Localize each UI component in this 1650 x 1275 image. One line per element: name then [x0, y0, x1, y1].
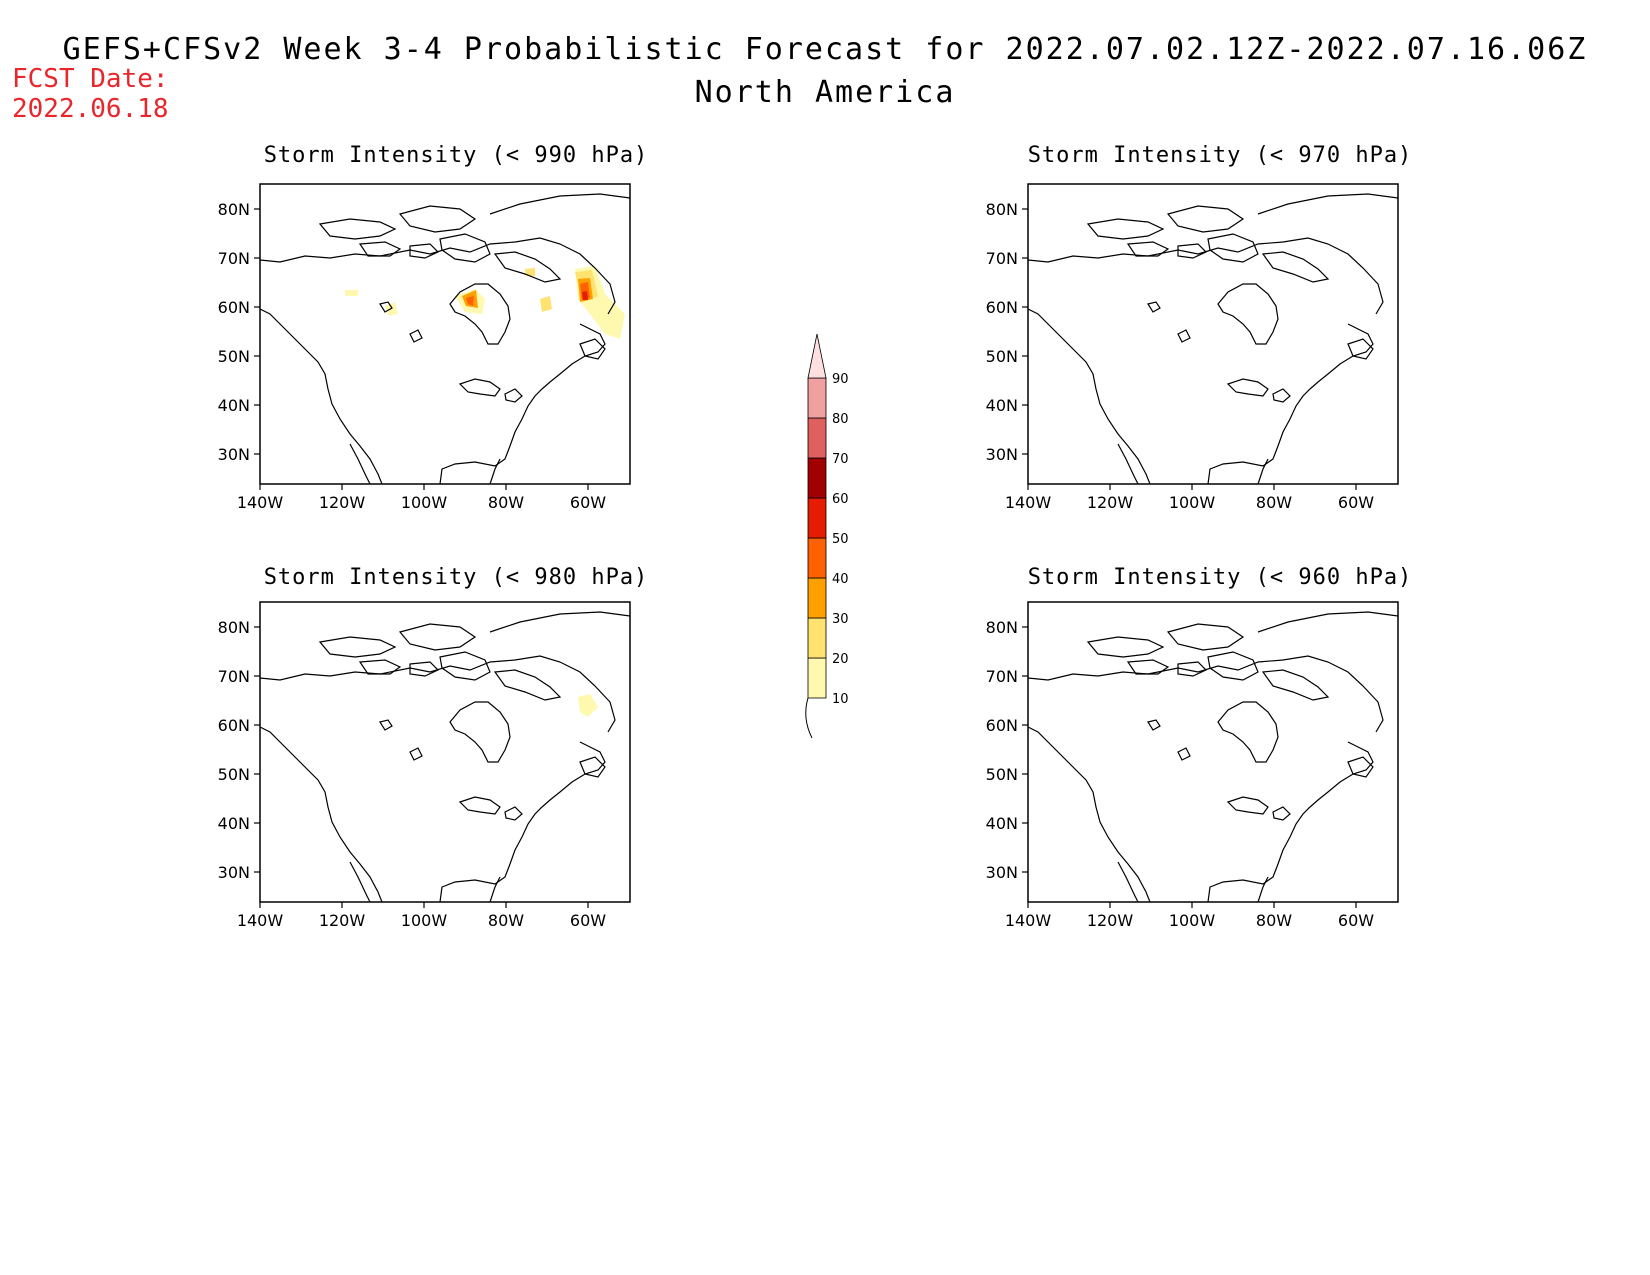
lon-tick-label: 140W [1005, 911, 1052, 930]
prob-region-labrador-10 [578, 694, 598, 717]
colorbar-segment [807, 537, 827, 579]
colorbar-label: 60 [832, 492, 849, 507]
lat-tick-label: 50N [986, 765, 1018, 784]
lat-tick-label: 60N [218, 298, 250, 317]
lat-tick-label: 80N [218, 200, 250, 219]
colorbar-segment [807, 497, 827, 539]
lat-tick-label: 70N [986, 667, 1018, 686]
colorbar: 10 20 30 40 50 60 70 80 90 [805, 333, 849, 739]
lon-tick-label: 120W [319, 493, 366, 512]
lon-tick-label: 120W [1087, 911, 1134, 930]
lat-tick-label: 40N [986, 814, 1018, 833]
colorbar-segment [807, 417, 827, 459]
lat-tick-label: 40N [218, 396, 250, 415]
lon-tick-label: 60W [1338, 911, 1374, 930]
lat-tick-label: 50N [218, 765, 250, 784]
main-title: GEFS+CFSv2 Week 3-4 Probabilistic Foreca… [62, 32, 1588, 67]
lat-tick-label: 80N [986, 200, 1018, 219]
panel-title-980: Storm Intensity (< 980 hPa) [263, 565, 649, 590]
panel-title-970: Storm Intensity (< 970 hPa) [1027, 143, 1413, 168]
panel-title-990: Storm Intensity (< 990 hPa) [263, 143, 649, 168]
lon-tick-label: 60W [570, 911, 606, 930]
lon-tick-label: 80W [488, 493, 524, 512]
map-frame [259, 183, 631, 485]
colorbar-segment [807, 657, 827, 699]
lon-tick-label: 140W [237, 493, 284, 512]
lat-tick-label: 30N [986, 445, 1018, 464]
region-subtitle: North America [694, 75, 956, 110]
lat-tick-label: 50N [986, 347, 1018, 366]
lat-tick-label: 70N [986, 249, 1018, 268]
prob-region-yukon-10 [345, 290, 358, 296]
prob-region-labrador-50 [582, 291, 588, 300]
colorbar-segment [807, 457, 827, 499]
colorbar-label: 20 [832, 652, 849, 667]
colorbar-label: 40 [832, 572, 849, 587]
lat-tick-label: 80N [218, 618, 250, 637]
colorbar-label: 90 [832, 372, 849, 387]
axes-layer: 80N 70N 60N 50N 40N 30N 140W 120W 100W 80W 60W 80N 7… [218, 200, 1375, 930]
lat-tick-label: 30N [218, 863, 250, 882]
fcst-date-value: 2022.06.18 [12, 94, 169, 124]
map-frame [259, 601, 631, 903]
panel-title-960: Storm Intensity (< 960 hPa) [1027, 565, 1413, 590]
prob-region-sask-10 [385, 302, 398, 316]
map-panel-960 [1027, 601, 1399, 903]
colorbar-segment [807, 377, 827, 419]
lat-tick-label: 60N [986, 716, 1018, 735]
lon-tick-label: 120W [319, 911, 366, 930]
colorbar-segment [807, 617, 827, 659]
lon-tick-label: 80W [488, 911, 524, 930]
colorbar-label: 70 [832, 452, 849, 467]
colorbar-label: 30 [832, 612, 849, 627]
map-frame [1027, 601, 1399, 903]
lon-tick-label: 60W [570, 493, 606, 512]
colorbar-label: 50 [832, 532, 849, 547]
map-panel-990 [259, 183, 631, 485]
lon-tick-label: 100W [1169, 493, 1216, 512]
lat-tick-label: 60N [218, 716, 250, 735]
lat-tick-label: 70N [218, 249, 250, 268]
map-panel-980 [259, 601, 631, 903]
lat-tick-label: 30N [218, 445, 250, 464]
lon-tick-label: 60W [1338, 493, 1374, 512]
colorbar-tail [805, 697, 813, 739]
lon-tick-label: 140W [1005, 493, 1052, 512]
lat-tick-label: 40N [218, 814, 250, 833]
lat-tick-label: 40N [986, 396, 1018, 415]
colorbar-segment [807, 577, 827, 619]
map-panel-970 [1027, 183, 1399, 485]
probability-shading [345, 266, 625, 339]
map-frame [1027, 183, 1399, 485]
lat-tick-label: 30N [986, 863, 1018, 882]
prob-region-north-20 [525, 268, 535, 276]
lon-tick-label: 100W [401, 493, 448, 512]
lon-tick-label: 120W [1087, 493, 1134, 512]
lat-tick-label: 70N [218, 667, 250, 686]
lon-tick-label: 80W [1256, 911, 1292, 930]
lon-tick-label: 80W [1256, 493, 1292, 512]
colorbar-label: 10 [832, 692, 849, 707]
lon-tick-label: 140W [237, 911, 284, 930]
prob-region-hudson-40 [466, 296, 474, 306]
lat-tick-label: 60N [986, 298, 1018, 317]
lat-tick-label: 50N [218, 347, 250, 366]
fcst-date-label: FCST Date: [12, 64, 169, 94]
lon-tick-label: 100W [1169, 911, 1216, 930]
prob-region-baffin-20 [540, 296, 552, 312]
lat-tick-label: 80N [986, 618, 1018, 637]
colorbar-segment [807, 333, 827, 379]
colorbar-label: 80 [832, 412, 849, 427]
lon-tick-label: 100W [401, 911, 448, 930]
